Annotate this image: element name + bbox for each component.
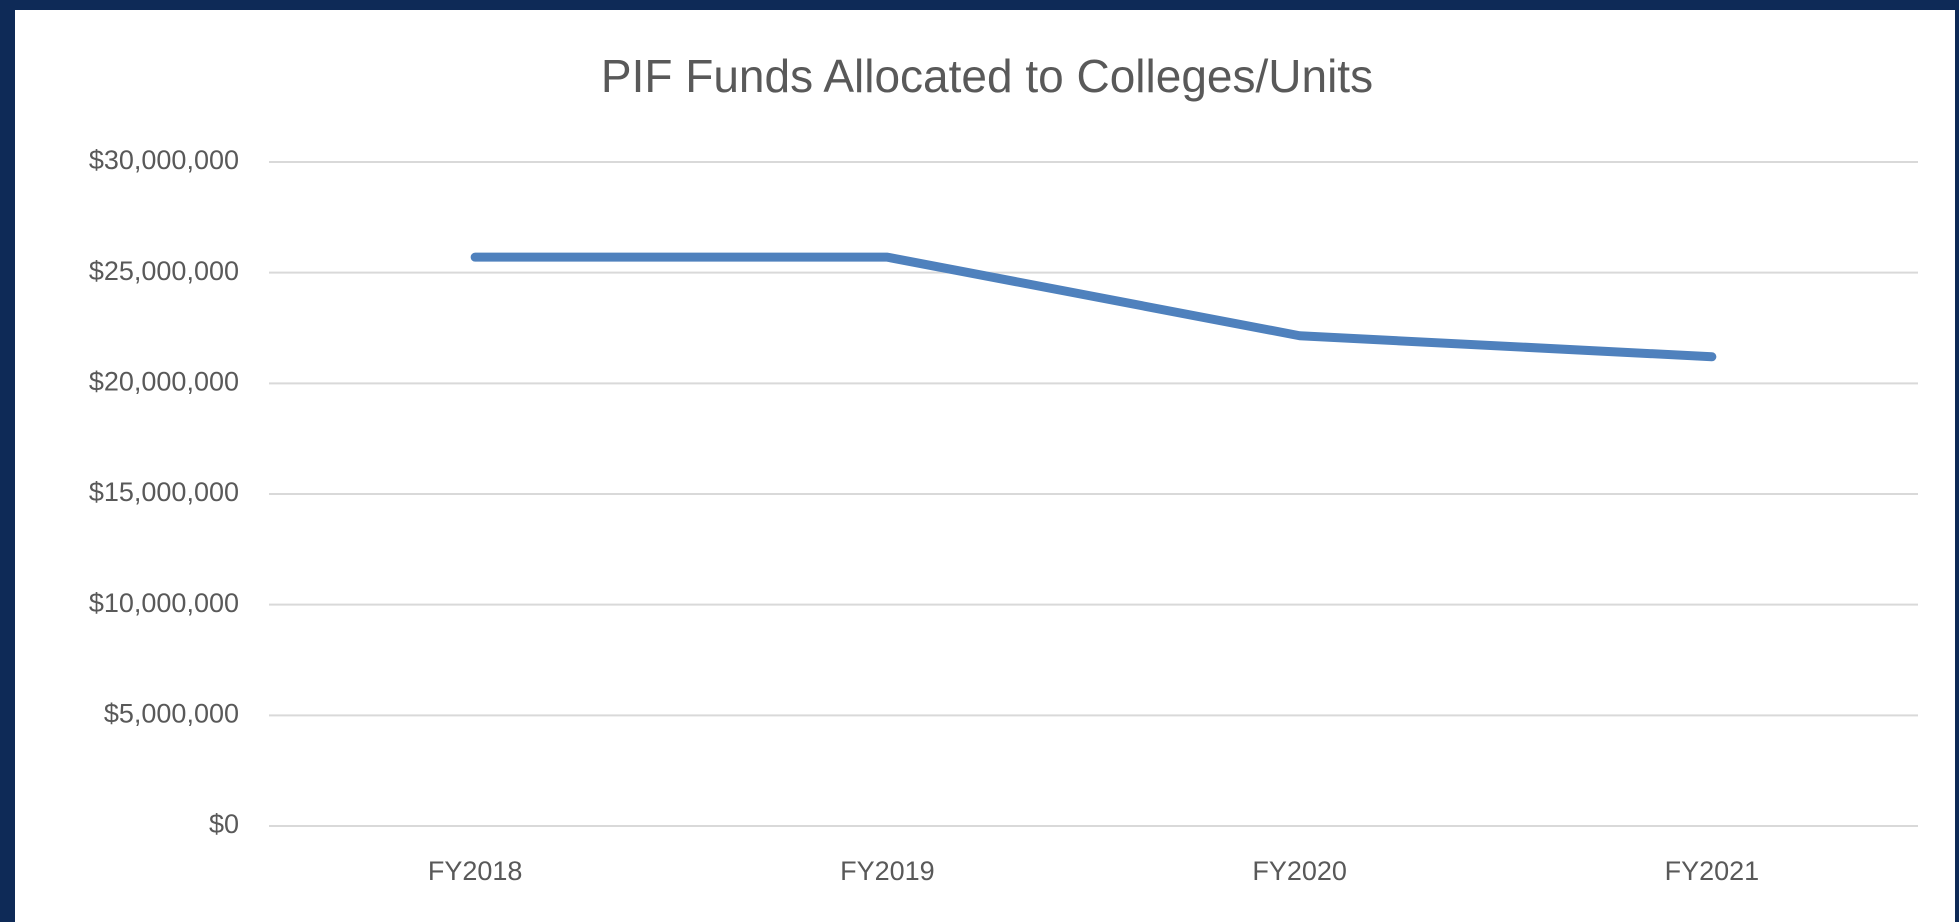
- x-tick-label: FY2018: [428, 856, 523, 886]
- chart-title: PIF Funds Allocated to Colleges/Units: [601, 50, 1373, 102]
- y-tick-label: $5,000,000: [104, 698, 239, 728]
- y-tick-label: $15,000,000: [89, 477, 239, 507]
- y-tick-label: $25,000,000: [89, 256, 239, 286]
- x-tick-label: FY2021: [1665, 856, 1760, 886]
- y-tick-label: $20,000,000: [89, 366, 239, 396]
- y-tick-label: $0: [209, 809, 239, 839]
- line-series: [470, 252, 1717, 362]
- chart-area: [15, 10, 1955, 922]
- x-tick-label: FY2019: [840, 856, 935, 886]
- y-tick-label: $10,000,000: [89, 588, 239, 618]
- y-tick-label: $30,000,000: [89, 145, 239, 175]
- x-tick-label: FY2020: [1252, 856, 1347, 886]
